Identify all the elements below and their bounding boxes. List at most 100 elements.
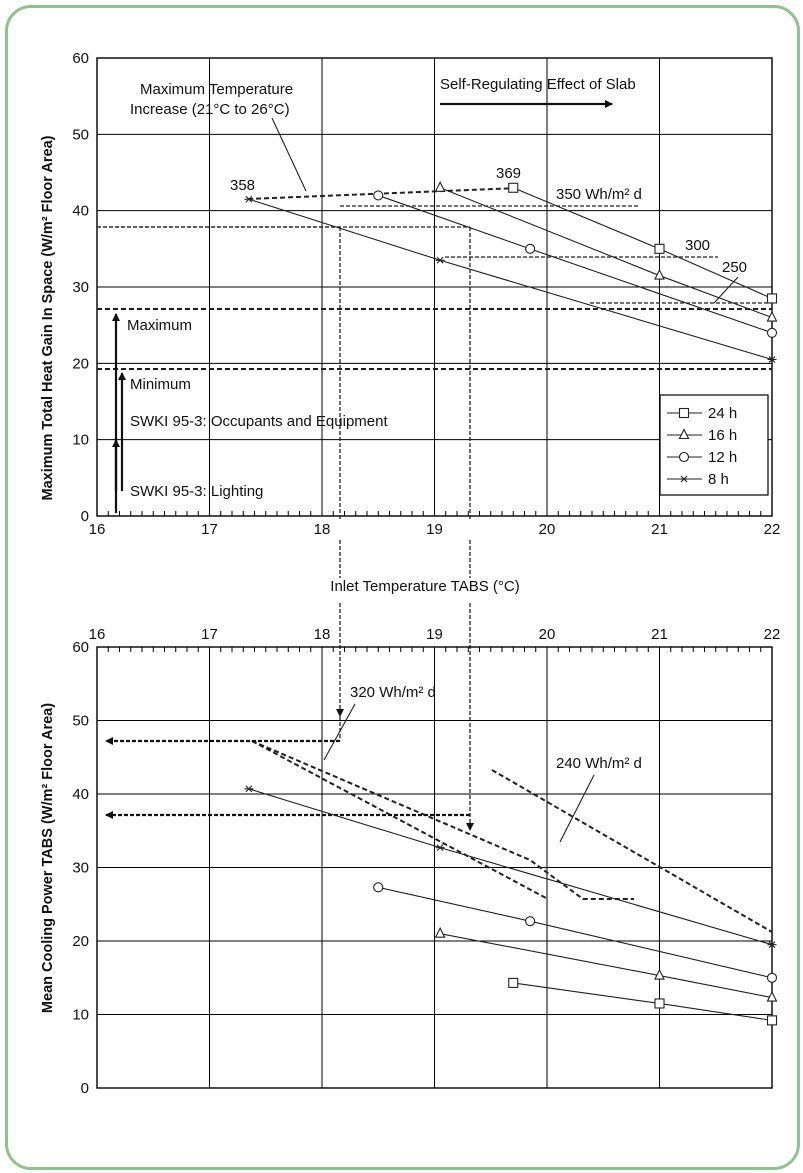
line-320-dashed-2	[251, 740, 547, 899]
series-line-8h	[248, 198, 773, 361]
series-line-24h	[513, 187, 773, 299]
top-chart-series	[244, 181, 778, 363]
top-chart-ylabel: Maximum Total Heat Gain In Space (W/m² F…	[40, 135, 56, 500]
y-tick-label: 30	[72, 279, 89, 296]
data-point-circle	[373, 882, 384, 893]
y-tick-label: 60	[72, 50, 89, 67]
figure-frame	[5, 5, 800, 1170]
y-tick-label: 50	[72, 713, 89, 730]
asterisk-icon	[679, 475, 689, 483]
x-tick-label: 18	[314, 521, 331, 538]
x-tick-label: 22	[764, 626, 781, 643]
triangle-icon	[678, 428, 690, 440]
y-tick-label: 20	[72, 355, 89, 372]
data-point-triangle	[434, 181, 446, 192]
data-point-circle	[525, 243, 536, 254]
self-regulating-label: Self-Regulating Effect of Slab	[440, 76, 636, 93]
label-240-leader	[559, 774, 595, 843]
data-point-square	[654, 998, 665, 1009]
data-point-triangle	[766, 990, 778, 1002]
data-point-asterisk	[767, 941, 777, 949]
label-250-leader	[713, 276, 739, 304]
label-320-leader	[323, 703, 356, 761]
max-temp-curve-dashed	[247, 187, 519, 200]
data-point-circle	[525, 916, 536, 927]
top-chart-legend: 24 h 16 h 12 h 8 h	[659, 394, 769, 496]
data-point-triangle	[434, 926, 446, 938]
x-tick-label: 17	[201, 521, 218, 538]
data-point-asterisk	[244, 195, 254, 203]
x-tick-label: 20	[539, 521, 556, 538]
data-point-circle	[766, 327, 778, 338]
x-tick-label: 19	[426, 626, 443, 643]
swki-occupants-label: SWKI 95-3: Occupants and Equipment	[130, 413, 388, 430]
bottom-chart-series	[244, 785, 778, 1026]
minimum-label: Minimum	[130, 376, 191, 393]
y-tick-label: 40	[72, 203, 89, 220]
data-point-triangle	[654, 968, 665, 980]
series-line-8h	[248, 788, 773, 946]
square-icon	[678, 407, 690, 419]
max-temp-leader	[271, 117, 307, 192]
label-350: 350 Wh/m² d	[556, 186, 642, 203]
data-point-square	[766, 293, 778, 304]
maximum-label: Maximum	[127, 317, 192, 334]
label-300: 300	[685, 237, 710, 254]
shared-xlabel: Inlet Temperature TABS (°C)	[330, 578, 519, 595]
data-point-circle	[766, 972, 778, 983]
data-point-triangle	[654, 268, 665, 280]
label-358: 358	[230, 177, 255, 194]
bottom-chart-ticks: 16 17 18 19 20 21 22 0 10 20 30 40 50 60	[72, 626, 780, 1097]
data-point-square	[508, 182, 519, 193]
x-tick-label: 17	[201, 626, 218, 643]
bottom-chart-ylabel: Mean Cooling Power TABS (W/m² Floor Area…	[40, 703, 56, 1013]
y-tick-label: 30	[72, 860, 89, 877]
y-tick-label: 0	[81, 1080, 89, 1097]
x-tick-label: 16	[89, 521, 106, 538]
swki-lighting-label: SWKI 95-3: Lighting	[130, 483, 263, 500]
data-point-asterisk	[435, 844, 445, 852]
y-tick-label: 0	[81, 508, 89, 525]
max-temp-label-2: Increase (21°C to 26°C)	[130, 101, 290, 118]
bottom-chart-grid	[96, 646, 773, 1089]
label-240: 240 Wh/m² d	[556, 755, 642, 772]
legend-label: 16 h	[708, 427, 737, 444]
y-tick-label: 10	[72, 432, 89, 449]
legend-box	[659, 394, 769, 496]
y-tick-label: 60	[72, 639, 89, 656]
label-320: 320 Wh/m² d	[350, 684, 436, 701]
legend-label: 8 h	[708, 471, 729, 488]
x-tick-label: 21	[651, 521, 668, 538]
data-point-square	[654, 243, 665, 254]
x-tick-label: 21	[651, 626, 668, 643]
series-line-16h	[439, 187, 773, 319]
data-point-circle	[373, 190, 384, 201]
x-tick-label: 22	[764, 521, 781, 538]
x-tick-label: 19	[426, 521, 443, 538]
y-tick-label: 10	[72, 1007, 89, 1024]
y-tick-label: 20	[72, 933, 89, 950]
top-chart-ticks: 16 17 18 19 20 21 22 0 10 20 30 40 50 60	[72, 50, 780, 538]
series-line-12h	[378, 194, 773, 334]
line-320-dashed	[251, 740, 634, 900]
y-tick-label: 50	[72, 126, 89, 143]
circle-icon	[678, 451, 690, 463]
x-tick-label: 18	[314, 626, 331, 643]
x-tick-label: 16	[89, 626, 106, 643]
data-point-asterisk	[767, 356, 777, 363]
data-point-square	[766, 1015, 778, 1026]
line-240-dashed-2	[491, 769, 773, 933]
top-chart-grid	[96, 57, 773, 517]
data-point-triangle	[766, 310, 778, 322]
max-temp-label-1: Maximum Temperature	[140, 81, 293, 98]
data-point-asterisk	[244, 785, 254, 793]
legend-label: 24 h	[708, 405, 737, 422]
x-tick-label: 20	[539, 626, 556, 643]
label-250: 250	[722, 259, 747, 276]
label-369: 369	[496, 165, 521, 182]
legend-label: 12 h	[708, 449, 737, 466]
y-tick-label: 40	[72, 786, 89, 803]
data-point-asterisk	[435, 256, 445, 264]
data-point-square	[508, 977, 519, 988]
